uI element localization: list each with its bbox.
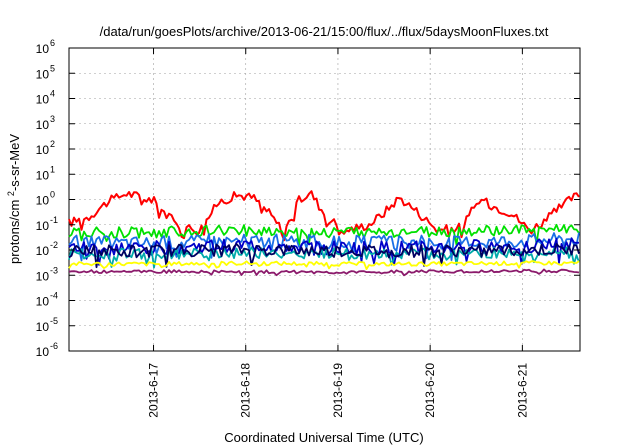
y-tick-base: 10 (36, 143, 50, 157)
y-tick-label: 10 (36, 320, 50, 334)
y-tick-label: 10 (36, 118, 50, 132)
y-tick-base: 10 (36, 42, 50, 56)
y-tick-base: 10 (36, 118, 50, 132)
y-axis-label: protons/cm 2-s-sr-MeV (6, 134, 22, 264)
chart-title: /data/run/goesPlots/archive/2013-06-21/1… (100, 24, 549, 39)
y-tick-label: 10 (36, 42, 50, 56)
y-tick-exponent: 6 (50, 38, 55, 48)
y-tick-exponent: -3 (50, 265, 58, 275)
y-tick-exponent: 3 (50, 114, 55, 124)
x-tick-label: 2013-6-17 (147, 363, 161, 418)
y-axis-ticks: 10 -610 -510 -410 -310 -210 -110 010 110 210 310 41… (36, 38, 580, 359)
y-tick-exponent: -2 (50, 240, 58, 250)
y-tick-base: 10 (36, 244, 50, 258)
series-line-7 (68, 260, 580, 270)
y-tick-exponent: 4 (50, 89, 55, 99)
y-tick-exponent: 1 (50, 164, 55, 174)
y-tick-exponent: 0 (50, 190, 55, 200)
series-line-2 (68, 223, 580, 247)
y-tick-base: 10 (36, 345, 50, 359)
y-axis-label-superscript: 2 (6, 191, 16, 196)
y-tick-base: 10 (36, 168, 50, 182)
x-tick-label: 2013-6-21 (515, 363, 529, 418)
x-tick-label: 2013-6-19 (331, 363, 345, 418)
y-tick-label: 10 (36, 143, 50, 157)
y-axis-label-text: protons/cm (7, 200, 22, 264)
y-axis-label-rest: -s-sr-MeV (7, 134, 22, 191)
y-tick-label: 10 (36, 345, 50, 359)
y-tick-base: 10 (36, 320, 50, 334)
y-tick-exponent: -5 (50, 316, 58, 326)
y-tick-label: 10 (36, 93, 50, 107)
x-tick-label: 2013-6-20 (423, 363, 437, 418)
x-axis-label: Coordinated Universal Time (UTC) (224, 430, 423, 445)
series-layer (68, 190, 580, 277)
y-tick-label: 10 (36, 244, 50, 258)
grid-lines (69, 48, 580, 351)
series-line-8 (68, 268, 580, 277)
series-line-5 (68, 246, 580, 269)
y-tick-label: 10 (36, 269, 50, 283)
y-tick-label: 10 (36, 67, 50, 81)
y-tick-base: 10 (36, 295, 50, 309)
y-tick-base: 10 (36, 269, 50, 283)
y-tick-exponent: -4 (50, 291, 58, 301)
y-tick-base: 10 (36, 219, 50, 233)
y-tick-base: 10 (36, 67, 50, 81)
y-tick-base: 10 (36, 93, 50, 107)
y-tick-exponent: 5 (50, 63, 55, 73)
y-tick-label: 10 (36, 219, 50, 233)
x-tick-label: 2013-6-18 (239, 363, 253, 418)
y-tick-base: 10 (36, 194, 50, 208)
y-tick-exponent: 2 (50, 139, 55, 149)
x-axis-ticks: 2013-6-17 2013-6-18 2013-6-19 2013-6-20 2013… (147, 48, 529, 418)
series-line-6 (68, 243, 580, 269)
y-tick-label: 10 (36, 194, 50, 208)
y-tick-exponent: -6 (50, 341, 58, 351)
y-tick-label: 10 (36, 168, 50, 182)
y-tick-exponent: -1 (50, 215, 58, 225)
series-line-1 (68, 190, 580, 242)
y-tick-label: 10 (36, 295, 50, 309)
